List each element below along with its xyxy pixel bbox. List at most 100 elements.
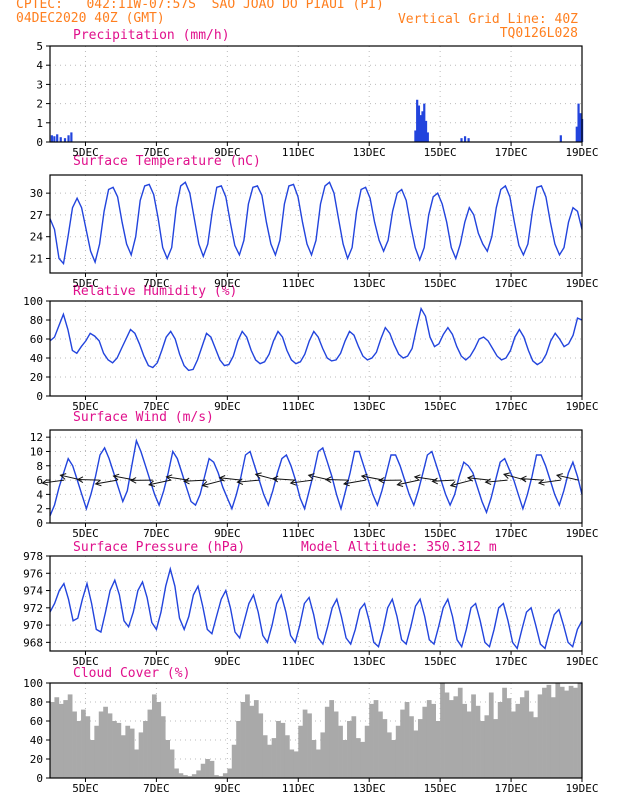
precipitation-bar [579, 113, 582, 142]
cloud-cover-bar [369, 703, 374, 778]
cloud-cover-bar [555, 683, 561, 778]
wind-arrow-shaft [77, 479, 100, 481]
cloud-cover-bar [426, 700, 432, 778]
panel-5-xtick-label: 13DEC [353, 782, 386, 795]
cloud-cover-bar [103, 706, 108, 778]
precipitation-bar [67, 135, 70, 142]
panel-5-ytick-label: 0 [36, 772, 43, 785]
panel-4-series-line [49, 566, 583, 650]
panel-1-xtick-label: 7DEC [143, 277, 170, 290]
cloud-cover-bar [528, 711, 534, 778]
panel-0-xtick-label: 11DEC [282, 146, 315, 159]
cloud-cover-bar [231, 744, 237, 778]
cloud-cover-bar [449, 700, 454, 778]
panel-3-ytick-label: 2 [36, 503, 43, 516]
wind-arrow-head [236, 478, 244, 485]
precipitation-bar [416, 99, 419, 142]
cloud-cover-bar [316, 749, 321, 778]
panel-2-background [50, 301, 582, 396]
wind-arrow-shaft [414, 476, 437, 481]
panel-4-ytick-label: 978 [23, 550, 43, 563]
cloud-cover-bar [116, 722, 122, 778]
cloud-cover-bar [480, 721, 485, 778]
cloud-cover-bar [519, 697, 525, 778]
wind-arrow-head [76, 476, 84, 484]
cloud-cover-bar [253, 700, 259, 778]
panel-4-frame [49, 555, 583, 652]
cloud-cover-bar [249, 705, 255, 778]
wind-arrow-shaft [432, 479, 455, 482]
header-vertical-grid-note: Vertical Grid Line: 40Z [397, 12, 578, 27]
wind-arrow-shaft [237, 479, 260, 483]
panel-0-xtick-label: 13DEC [353, 146, 386, 159]
panel-2-xtick-label: 9DEC [214, 400, 241, 413]
panel-4-ytick-label: 972 [23, 602, 43, 615]
precipitation-bar [53, 136, 56, 142]
cloud-cover-bar [493, 719, 499, 778]
cloud-cover-bar [502, 687, 507, 778]
cloud-cover-bar [209, 760, 215, 778]
cloud-cover-bar [511, 711, 516, 778]
pressure-title: Surface Pressure (hPa) [73, 540, 246, 555]
cloud-cover-bar [382, 719, 388, 778]
wind-arrow-shaft [467, 477, 490, 481]
cloud-cover-bar [506, 698, 512, 778]
cloud-cover-bar [573, 687, 578, 778]
cloud-cover-bar [564, 690, 569, 778]
panel-3-ytick-label: 0 [36, 517, 43, 530]
cloud-cover-bar [404, 702, 410, 778]
cloud-cover-bar [475, 705, 481, 778]
panel-0-ytick-label: 5 [36, 40, 43, 53]
cloud-cover-bar [125, 725, 131, 778]
cloud-cover-bar [85, 716, 91, 778]
wind-arrow-shaft [42, 479, 65, 484]
wind-arrow-shaft [520, 478, 544, 481]
cloud-cover-bar [178, 773, 184, 778]
panel-5-ytick-label: 100 [23, 677, 43, 690]
precipitation-bar [463, 136, 467, 142]
panel-4-xtick-label: 9DEC [214, 655, 241, 668]
cloud-cover-bar [417, 719, 423, 778]
panel-0-background [50, 46, 582, 142]
panel-2-xtick-label: 13DEC [353, 400, 386, 413]
panel-1-xtick-label: 5DEC [72, 277, 99, 290]
panel-1-xtick-label: 15DEC [424, 277, 457, 290]
panel-3-xtick-label: 19DEC [565, 527, 598, 540]
wind-arrow-head [94, 479, 102, 487]
precipitation-title: Precipitation (mm/h) [73, 28, 230, 43]
cloud-cover-bar [63, 700, 69, 778]
panel-1-xtick-label: 19DEC [565, 277, 598, 290]
cloud-cover-bar [351, 716, 357, 778]
panel-3-ytick-label: 8 [36, 460, 43, 473]
cloud-cover-bar [333, 711, 339, 778]
humidity-title: Relative Humidity (%) [73, 284, 238, 299]
precipitation-bar [421, 111, 424, 142]
cloud-cover-bar [515, 703, 521, 778]
cloud-cover-bar [364, 725, 370, 778]
wind-arrow-shaft [290, 479, 313, 484]
panel-4-ytick-label: 970 [23, 619, 43, 632]
cloud-cover-bar [98, 711, 104, 778]
panel-5-xtick-label: 9DEC [214, 782, 241, 795]
wind-arrow-head [112, 473, 120, 481]
cloud-cover-bar [577, 683, 583, 778]
panel-1-xtick-label: 13DEC [353, 277, 386, 290]
panel-4-xtick-label: 15DEC [424, 655, 457, 668]
panel-2-xtick-label: 17DEC [495, 400, 528, 413]
cloud-cover-bar [138, 732, 144, 778]
panel-4-background [50, 556, 582, 651]
precipitation-bar [467, 138, 470, 142]
panel-0-ytick-label: 4 [36, 59, 43, 72]
wind-arrow-head [129, 477, 137, 484]
cloud-cover-bar [462, 703, 468, 778]
panel-5-frame [49, 682, 583, 779]
cloud-cover-bar [302, 709, 308, 778]
cloud-cover-bar [280, 722, 286, 778]
cloud-cover-bar [54, 697, 60, 778]
panel-3-ytick-label: 6 [36, 474, 43, 487]
wind-arrow-shaft [556, 474, 579, 481]
cloud-cover-bar [488, 692, 494, 778]
cloud-cover-bar [262, 735, 268, 778]
wind-arrow-head [431, 477, 439, 485]
